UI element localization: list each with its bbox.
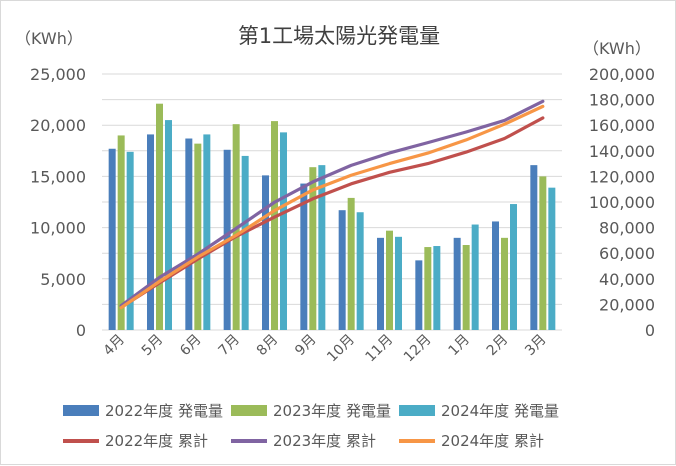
left-axis-tick-label: 10,000 — [30, 219, 86, 238]
x-axis-tick-label: 12月 — [401, 332, 435, 366]
x-axis-tick-label: 8月 — [254, 332, 282, 360]
x-axis-tick-label: 11月 — [363, 332, 397, 366]
bar — [530, 165, 538, 330]
left-axis-tick-label: 20,000 — [30, 116, 86, 135]
gridlines — [102, 73, 562, 331]
legend: 2022年度 発電量 2023年度 発電量 2024年度 発電量 2022年度 累計 2… — [63, 402, 559, 450]
legend-label: 2022年度 発電量 — [105, 402, 223, 420]
left-axis-ticks: 0 5,000 10,000 15,000 20,000 25,000 — [30, 65, 86, 340]
left-axis-unit: （KWh） — [15, 29, 83, 48]
right-axis-tick-label: 60,000 — [599, 244, 655, 263]
chart-title: 第1工場太陽光発電量 — [238, 24, 440, 48]
right-axis-tick-label: 200,000 — [589, 65, 655, 84]
line-series — [119, 99, 545, 310]
x-axis-tick-label: 5月 — [139, 332, 167, 360]
x-axis-tick-label: 3月 — [522, 332, 550, 360]
right-axis-tick-label: 40,000 — [599, 270, 655, 289]
legend-swatch — [63, 405, 99, 416]
legend-label: 2023年度 発電量 — [273, 402, 391, 420]
bar — [510, 204, 517, 330]
x-axis-ticks: 4月 5月 6月 7月 8月 9月 10月 11月 12月 1月 2月 3月 — [100, 332, 549, 366]
left-axis-tick-label: 0 — [76, 321, 86, 340]
right-axis-unit: （KWh） — [583, 39, 651, 58]
bar — [262, 175, 269, 330]
bar-series-1 — [117, 103, 547, 331]
bar — [108, 148, 116, 330]
right-axis-tick-label: 100,000 — [589, 193, 655, 212]
right-axis-tick-label: 180,000 — [589, 91, 655, 110]
bar — [347, 197, 355, 330]
right-axis-tick-label: 120,000 — [589, 167, 655, 186]
bar-series-2 — [126, 120, 556, 330]
right-axis-tick-label: 160,000 — [589, 116, 655, 135]
x-axis-tick-label: 1月 — [445, 332, 473, 360]
bar — [386, 230, 393, 330]
bar — [309, 167, 317, 330]
bar — [471, 224, 479, 330]
bar — [338, 210, 346, 330]
bar — [241, 155, 249, 330]
x-axis-tick-label: 4月 — [100, 332, 128, 360]
right-axis-tick-label: 0 — [645, 321, 655, 340]
bar — [501, 237, 508, 330]
bar-series — [108, 103, 556, 331]
bar — [194, 143, 202, 330]
legend-label: 2024年度 累計 — [441, 432, 544, 450]
bar — [424, 247, 432, 330]
line-series-1 — [119, 99, 545, 308]
bar — [156, 103, 163, 330]
bar — [539, 176, 547, 330]
bar — [462, 245, 470, 330]
bar — [433, 246, 441, 330]
right-axis-ticks: 0 20,000 40,000 60,000 80,000 100,000 120,000 1… — [589, 65, 655, 340]
bar — [165, 120, 172, 330]
line-series-2 — [119, 104, 545, 310]
bar — [318, 165, 326, 330]
legend-label: 2022年度 累計 — [105, 432, 208, 450]
bar — [147, 134, 154, 330]
right-axis-tick-label: 140,000 — [589, 142, 655, 161]
bar — [185, 138, 193, 330]
left-axis-tick-label: 15,000 — [30, 167, 86, 186]
legend-swatch — [231, 405, 267, 416]
bar — [280, 132, 287, 330]
legend-swatch — [399, 405, 435, 416]
bar — [271, 121, 278, 330]
bar — [300, 183, 308, 330]
x-axis-tick-label: 10月 — [324, 332, 358, 366]
bar — [395, 236, 402, 330]
bar — [203, 134, 211, 330]
bar — [415, 260, 423, 330]
left-axis-tick-label: 5,000 — [40, 270, 86, 289]
bar — [453, 237, 461, 330]
x-axis-tick-label: 2月 — [484, 332, 512, 360]
bar — [548, 187, 556, 330]
x-axis-tick-label: 6月 — [177, 332, 205, 360]
bar — [492, 221, 499, 330]
bar — [356, 212, 364, 330]
legend-label: 2023年度 累計 — [273, 432, 376, 450]
bar — [377, 237, 384, 330]
bar — [117, 135, 125, 330]
legend-label: 2024年度 発電量 — [441, 402, 559, 420]
x-axis-tick-label: 9月 — [292, 332, 320, 360]
bar — [126, 151, 134, 330]
right-axis-tick-label: 80,000 — [599, 219, 655, 238]
right-axis-tick-label: 20,000 — [599, 295, 655, 314]
left-axis-tick-label: 25,000 — [30, 65, 86, 84]
x-axis-tick-label: 7月 — [215, 332, 243, 360]
